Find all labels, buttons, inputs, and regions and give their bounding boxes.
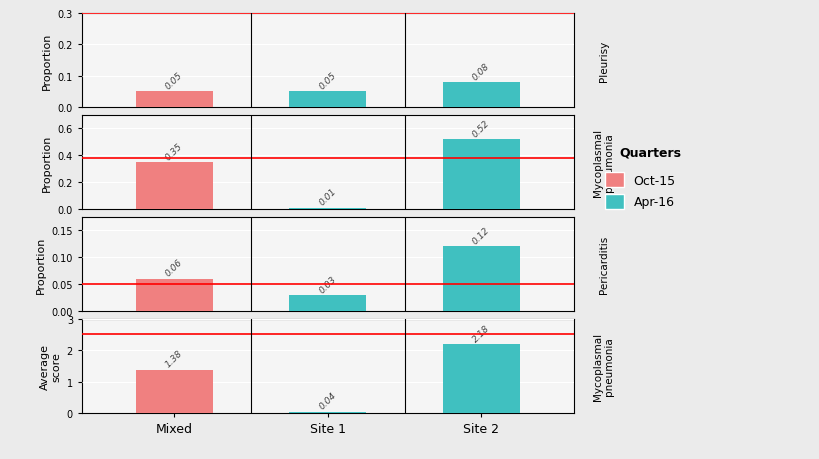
Bar <box>442 140 519 210</box>
Text: Mycoplasmal
pneumonia: Mycoplasmal pneumonia <box>592 129 613 196</box>
Bar <box>442 345 519 413</box>
Bar <box>136 370 212 413</box>
Text: 0.01: 0.01 <box>317 187 337 207</box>
Y-axis label: Proportion: Proportion <box>42 134 52 191</box>
Text: Pericarditis: Pericarditis <box>598 235 608 293</box>
Bar <box>289 412 366 413</box>
Bar <box>442 247 519 311</box>
Bar <box>136 279 212 311</box>
Text: 0.04: 0.04 <box>317 390 337 411</box>
Text: 0.35: 0.35 <box>164 141 184 162</box>
Y-axis label: Average
score: Average score <box>39 343 61 389</box>
Text: 0.06: 0.06 <box>164 257 184 278</box>
Text: 0.52: 0.52 <box>470 118 491 139</box>
Text: 0.03: 0.03 <box>317 274 337 294</box>
Y-axis label: Proportion: Proportion <box>42 32 52 90</box>
Text: Quarters: Quarters <box>618 146 681 159</box>
Text: 0.05: 0.05 <box>164 71 184 91</box>
Bar <box>442 83 519 108</box>
Text: Pleurisy: Pleurisy <box>598 40 608 81</box>
Bar <box>289 92 366 108</box>
Y-axis label: Proportion: Proportion <box>36 235 46 293</box>
Bar <box>136 162 212 210</box>
Bar <box>136 92 212 108</box>
Text: 0.12: 0.12 <box>470 225 491 246</box>
Text: 0.05: 0.05 <box>317 71 337 91</box>
Bar <box>289 295 366 311</box>
Text: 1.38: 1.38 <box>164 348 184 369</box>
Text: 2.18: 2.18 <box>470 323 491 344</box>
Bar <box>289 208 366 210</box>
Text: Mycoplasmal
pneumonia: Mycoplasmal pneumonia <box>592 332 613 400</box>
Text: 0.08: 0.08 <box>470 62 491 82</box>
Legend: Oct-15, Apr-16: Oct-15, Apr-16 <box>604 173 675 209</box>
